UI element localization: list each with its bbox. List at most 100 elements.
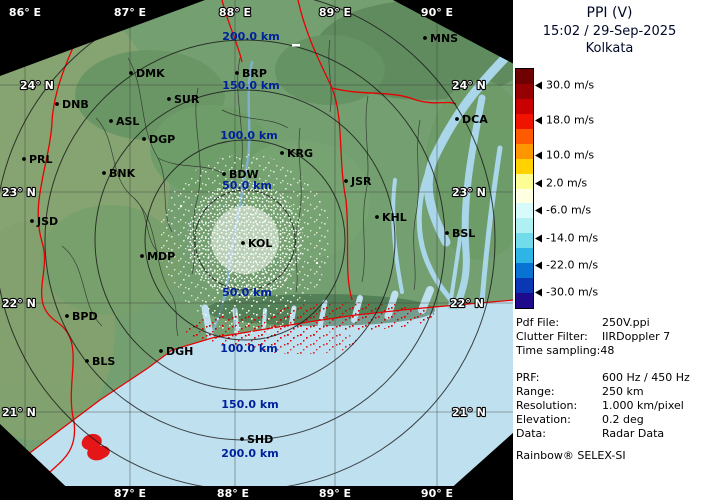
coord-label: 21° N xyxy=(2,406,36,419)
station-label: BDW xyxy=(229,168,259,181)
station-dot xyxy=(423,36,427,40)
map-corner-mask xyxy=(0,0,514,500)
range-label: 100.0 km xyxy=(220,129,277,142)
info-value: IIRDoppler 7 xyxy=(602,330,671,343)
info-value: 0.2 deg xyxy=(602,413,644,426)
scale-tick-label: 2.0 m/s xyxy=(546,176,588,190)
scale-tick-label: -14.0 m/s xyxy=(546,231,599,245)
tick-arrow-icon xyxy=(535,116,542,124)
station-label: KOL xyxy=(248,237,272,250)
range-label: 150.0 km xyxy=(222,79,279,92)
info-label: Data: xyxy=(516,427,546,440)
station-label: JSD xyxy=(36,215,58,228)
range-label: 100.0 km xyxy=(220,342,277,355)
coord-label: 22° N xyxy=(450,297,484,310)
range-ring xyxy=(94,89,396,391)
scale-tick-label: -22.0 m/s xyxy=(546,258,599,272)
scale-tick: -14.0 m/s xyxy=(535,232,598,245)
coord-label: 23° N xyxy=(452,186,486,199)
station-label: DCA xyxy=(462,113,488,126)
info-value: Radar Data xyxy=(602,427,665,440)
station-dot xyxy=(344,179,348,183)
info-value: 250V.ppi xyxy=(602,316,650,329)
station-dot xyxy=(159,349,163,353)
station-label: PRL xyxy=(29,153,53,166)
station-label: MDP xyxy=(147,250,175,263)
station-dot xyxy=(235,71,239,75)
range-label: 50.0 km xyxy=(222,179,272,192)
sea xyxy=(0,300,514,500)
station-label: JSR xyxy=(350,175,372,188)
product-datetime: 15:02 / 29-Sep-2025 xyxy=(542,24,677,39)
station-dot xyxy=(167,97,171,101)
software-brand: Rainbow® SELEX-SI xyxy=(516,449,626,462)
station-dot xyxy=(30,219,34,223)
scale-tick: 30.0 m/s xyxy=(535,79,594,92)
coord-label: 88° E xyxy=(219,6,251,19)
coord-label: 87° E xyxy=(114,487,146,500)
station-label: DNB xyxy=(62,98,89,111)
radar-echo xyxy=(159,44,331,339)
scale-segment xyxy=(516,98,533,114)
station-label: BRP xyxy=(242,67,267,80)
station-label: ASL xyxy=(116,115,139,128)
tick-arrow-icon xyxy=(535,206,542,214)
tick-arrow-icon xyxy=(535,261,542,269)
info-label: Range: xyxy=(516,385,555,398)
radar-station-name: Kolkata xyxy=(585,41,634,56)
info-row: Data: Radar Data xyxy=(516,427,704,441)
station-dot xyxy=(222,172,226,176)
station-label: DGH xyxy=(166,345,193,358)
tick-arrow-icon xyxy=(535,151,542,159)
scale-tick: 10.0 m/s xyxy=(535,149,594,162)
map-labels: 200.0 km 150.0 km 100.0 km 50.0 km 50.0 km 10… xyxy=(1,5,488,500)
scale-segment xyxy=(516,218,533,234)
scale-segment xyxy=(516,113,533,129)
coord-label: 90° E xyxy=(421,487,453,500)
info-row: Pdf File: 250V.ppi xyxy=(516,316,704,330)
scale-segment xyxy=(516,128,533,144)
info-label: PRF: xyxy=(516,371,540,384)
station-label: DGP xyxy=(149,133,175,146)
scale-tick: 18.0 m/s xyxy=(535,114,594,127)
scale-segment xyxy=(516,158,533,174)
station-dot xyxy=(22,157,26,161)
product-title: PPI (V) xyxy=(586,5,633,21)
velocity-colorbar xyxy=(515,68,534,309)
tick-arrow-icon xyxy=(535,179,542,187)
range-ring xyxy=(144,139,346,341)
scale-segment xyxy=(516,278,533,294)
scale-segment xyxy=(516,83,533,99)
range-label: 200.0 km xyxy=(221,447,278,460)
info-row: Resolution: 1.000 km/pixel xyxy=(516,399,704,413)
info-row: Time sampling:48 xyxy=(516,344,704,358)
scale-tick: 2.0 m/s xyxy=(535,177,587,190)
station-dot xyxy=(241,241,245,245)
radar-map-area: 200.0 km 150.0 km 100.0 km 50.0 km 50.0 km 10… xyxy=(0,0,514,500)
coord-label: 86° E xyxy=(9,6,41,19)
scale-tick-label: -30.0 m/s xyxy=(546,285,599,299)
scale-segment xyxy=(516,263,533,279)
station-label: SUR xyxy=(174,93,200,106)
scale-tick-label: -6.0 m/s xyxy=(546,203,592,217)
station-dot xyxy=(455,117,459,121)
scale-segment xyxy=(516,233,533,249)
tick-arrow-icon xyxy=(535,81,542,89)
info-row: Elevation: 0.2 deg xyxy=(516,413,704,427)
info-row: Clutter Filter: IIRDoppler 7 xyxy=(516,330,704,344)
scale-segment xyxy=(516,69,533,84)
station-label: BNK xyxy=(109,167,136,180)
scale-segment xyxy=(516,143,533,159)
info-row: Range: 250 km xyxy=(516,385,704,399)
coord-label: 90° E xyxy=(421,6,453,19)
tick-arrow-icon xyxy=(535,288,542,296)
coastal-islands xyxy=(81,433,110,461)
coord-label: 87° E xyxy=(114,6,146,19)
coord-label: 24° N xyxy=(452,79,486,92)
coord-label: 89° E xyxy=(319,487,351,500)
coord-label: 88° E xyxy=(217,487,249,500)
range-label: 150.0 km xyxy=(221,398,278,411)
scale-segment xyxy=(516,173,533,189)
station-label: DMK xyxy=(136,67,165,80)
